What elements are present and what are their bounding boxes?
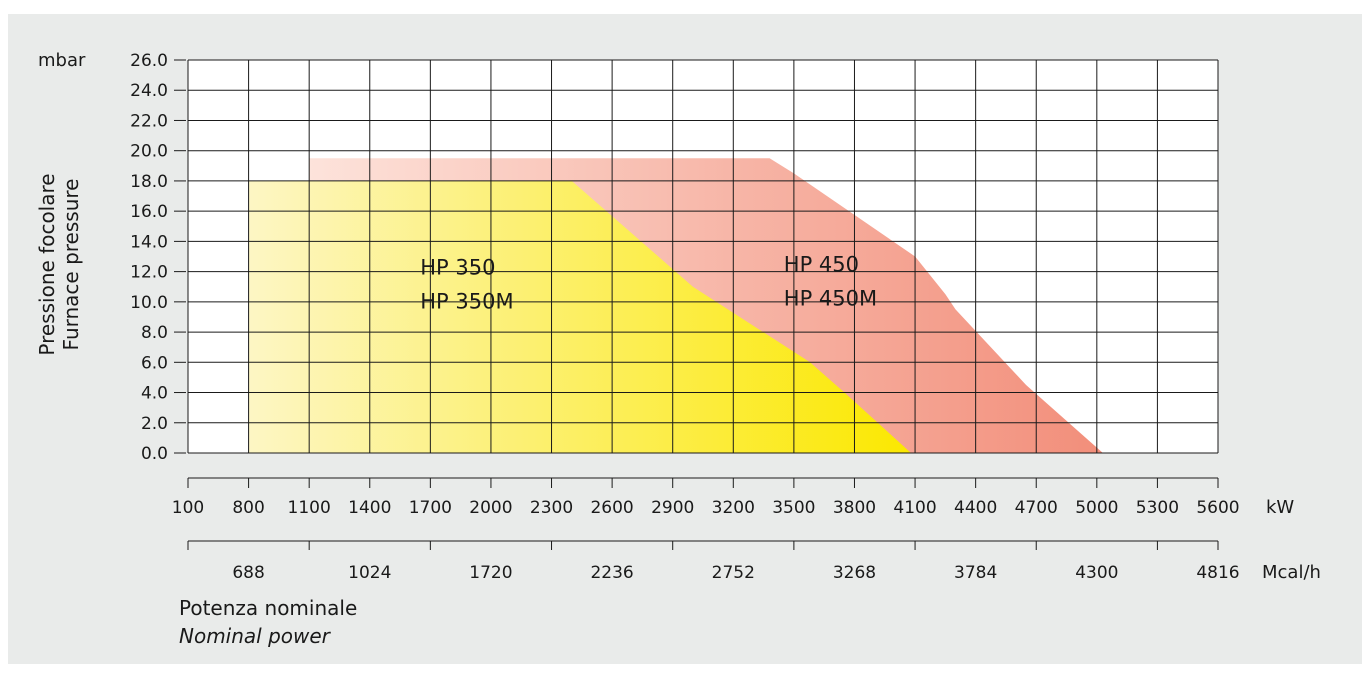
y-tick-label: 26.0 (130, 51, 168, 71)
chart-panel: 26.0 24.0 22.0 20.0 18.0 16.0 14.0 12.0 10.0 8.0 6… (8, 14, 1362, 664)
area-hp350 (248, 180, 912, 453)
kw-tick-label: 2600 (590, 498, 633, 518)
region-label-line-1: HP 450 (784, 253, 859, 277)
mcal-tick-label: 2752 (712, 563, 755, 583)
kw-tick-label: 5300 (1136, 498, 1179, 518)
grid (187, 59, 1219, 454)
y-unit-label: mbar (38, 50, 86, 71)
kw-tick-label: 100 (172, 498, 204, 518)
y-tick-label: 24.0 (130, 81, 168, 101)
y-tick-label: 2.0 (141, 414, 168, 434)
kw-tick-label: 4400 (954, 498, 997, 518)
mcal-tick-label: 4300 (1075, 563, 1118, 583)
y-tick-label: 22.0 (130, 111, 168, 131)
y-tick-label: 20.0 (130, 142, 168, 162)
y-axis-title-line-1: Pressione focolare (35, 173, 59, 355)
mcal-tick-label: 3268 (833, 563, 876, 583)
y-tick-label: 4.0 (141, 384, 168, 404)
kw-tick-label: 4700 (1015, 498, 1058, 518)
kw-tick-label: 1100 (288, 498, 331, 518)
mcal-tick-label: 2236 (590, 563, 633, 583)
y-tick-label: 0.0 (141, 444, 168, 464)
x-axis-title-line-1: Potenza nominale (179, 596, 357, 620)
y-tick-label: 6.0 (141, 353, 168, 373)
x-axis-title-line-2: Nominal power (179, 624, 332, 648)
y-axis-title: Pressione focolare Furnace pressure (35, 173, 83, 355)
kw-tick-label: 2900 (651, 498, 694, 518)
kw-tick-label: 1400 (348, 498, 391, 518)
y-tick-label: 12.0 (130, 263, 168, 283)
kw-tick-label: 3500 (772, 498, 815, 518)
kw-tick-label: 5600 (1196, 498, 1239, 518)
y-axis-title-line-2: Furnace pressure (59, 179, 83, 351)
region-label-hp350: HP 350 HP 350M (420, 256, 513, 314)
mcal-tick-label: 688 (232, 563, 264, 583)
kw-unit-label: kW (1266, 497, 1294, 518)
burner-working-field-chart: 26.0 24.0 22.0 20.0 18.0 16.0 14.0 12.0 10.0 8.0 6… (35, 50, 1321, 648)
mcal-tick-label: 4816 (1196, 563, 1239, 583)
kw-tick-label: 800 (232, 498, 264, 518)
y-tick-label: 14.0 (130, 232, 168, 252)
kw-tick-label: 3200 (712, 498, 755, 518)
y-tick-label: 8.0 (141, 323, 168, 343)
mcal-tick-label: 3784 (954, 563, 997, 583)
region-label-hp450: HP 450 HP 450M (784, 253, 877, 311)
kw-tick-label: 5000 (1075, 498, 1118, 518)
kw-tick-label: 4100 (893, 498, 936, 518)
y-tick-label: 16.0 (130, 202, 168, 222)
y-tick-label: 10.0 (130, 293, 168, 313)
kw-tick-label: 3800 (833, 498, 876, 518)
mcal-tick-label: 1720 (469, 563, 512, 583)
kw-tick-label: 1700 (409, 498, 452, 518)
region-label-line-2: HP 450M (784, 287, 877, 311)
region-label-line-1: HP 350 (420, 256, 495, 280)
mcal-tick-label: 1024 (348, 563, 391, 583)
kw-tick-label: 2000 (469, 498, 512, 518)
kw-tick-label: 2300 (530, 498, 573, 518)
y-tick-label: 18.0 (130, 172, 168, 192)
region-label-line-2: HP 350M (420, 290, 513, 314)
mcal-unit-label: Mcal/h (1262, 562, 1321, 583)
